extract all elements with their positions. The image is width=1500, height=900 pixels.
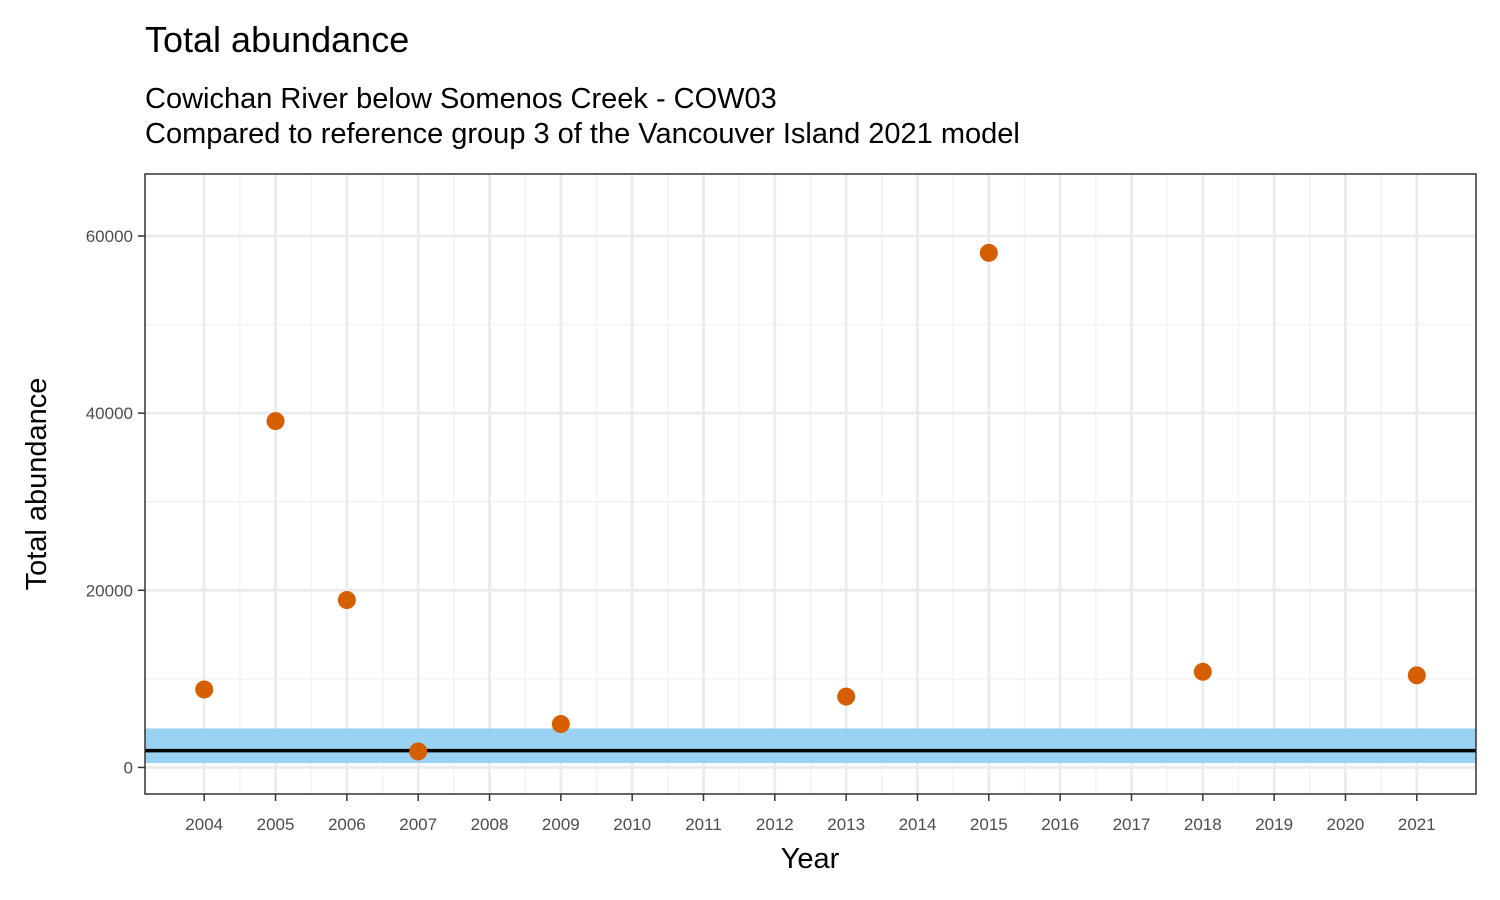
data-point [337, 591, 356, 610]
x-tick-label: 2016 [1041, 815, 1079, 834]
x-tick-label: 2005 [257, 815, 295, 834]
x-tick-label: 2004 [185, 815, 223, 834]
y-tick-label: 0 [124, 758, 133, 777]
x-tick-label: 2011 [685, 815, 722, 834]
reference-band [145, 728, 1476, 763]
data-point [1193, 662, 1212, 681]
data-point [551, 715, 570, 734]
data-point [1407, 666, 1426, 685]
plot-panel: 2004 2005 2006 2007 2008 2009 2010 2011 2012 2013… [86, 173, 1477, 834]
chart-subtitle-line-1: Cowichan River below Somenos Creek - COW… [145, 83, 777, 115]
x-tick-label: 2012 [756, 815, 794, 834]
panel-border [144, 173, 1477, 795]
chart-title: Total abundance [145, 19, 409, 60]
x-tick-label: 2014 [899, 815, 937, 834]
x-tick-label: 2007 [399, 815, 437, 834]
x-tick-label: 2019 [1255, 815, 1293, 834]
x-tick-label: 2013 [827, 815, 865, 834]
data-point [266, 412, 285, 431]
x-tick-label: 2015 [970, 815, 1008, 834]
chart-subtitle-line-2: Compared to reference group 3 of the Van… [145, 118, 1020, 150]
x-axis-title: Year [781, 843, 840, 875]
x-tick-label: 2020 [1327, 815, 1365, 834]
data-point [195, 680, 214, 699]
y-tick-label: 20000 [86, 581, 133, 600]
y-tick-label: 40000 [86, 404, 133, 423]
x-tick-label: 2018 [1184, 815, 1222, 834]
x-tick-label: 2009 [542, 815, 580, 834]
data-point [979, 243, 998, 262]
x-tick-label: 2008 [471, 815, 509, 834]
y-axis-title: Total abundance [21, 378, 53, 591]
x-tick-label: 2006 [328, 815, 366, 834]
x-tick-label: 2010 [613, 815, 651, 834]
data-point [409, 742, 428, 761]
y-tick-label: 60000 [86, 227, 133, 246]
x-tick-label: 2017 [1113, 815, 1151, 834]
data-point [837, 687, 856, 706]
x-tick-label: 2021 [1398, 815, 1436, 834]
